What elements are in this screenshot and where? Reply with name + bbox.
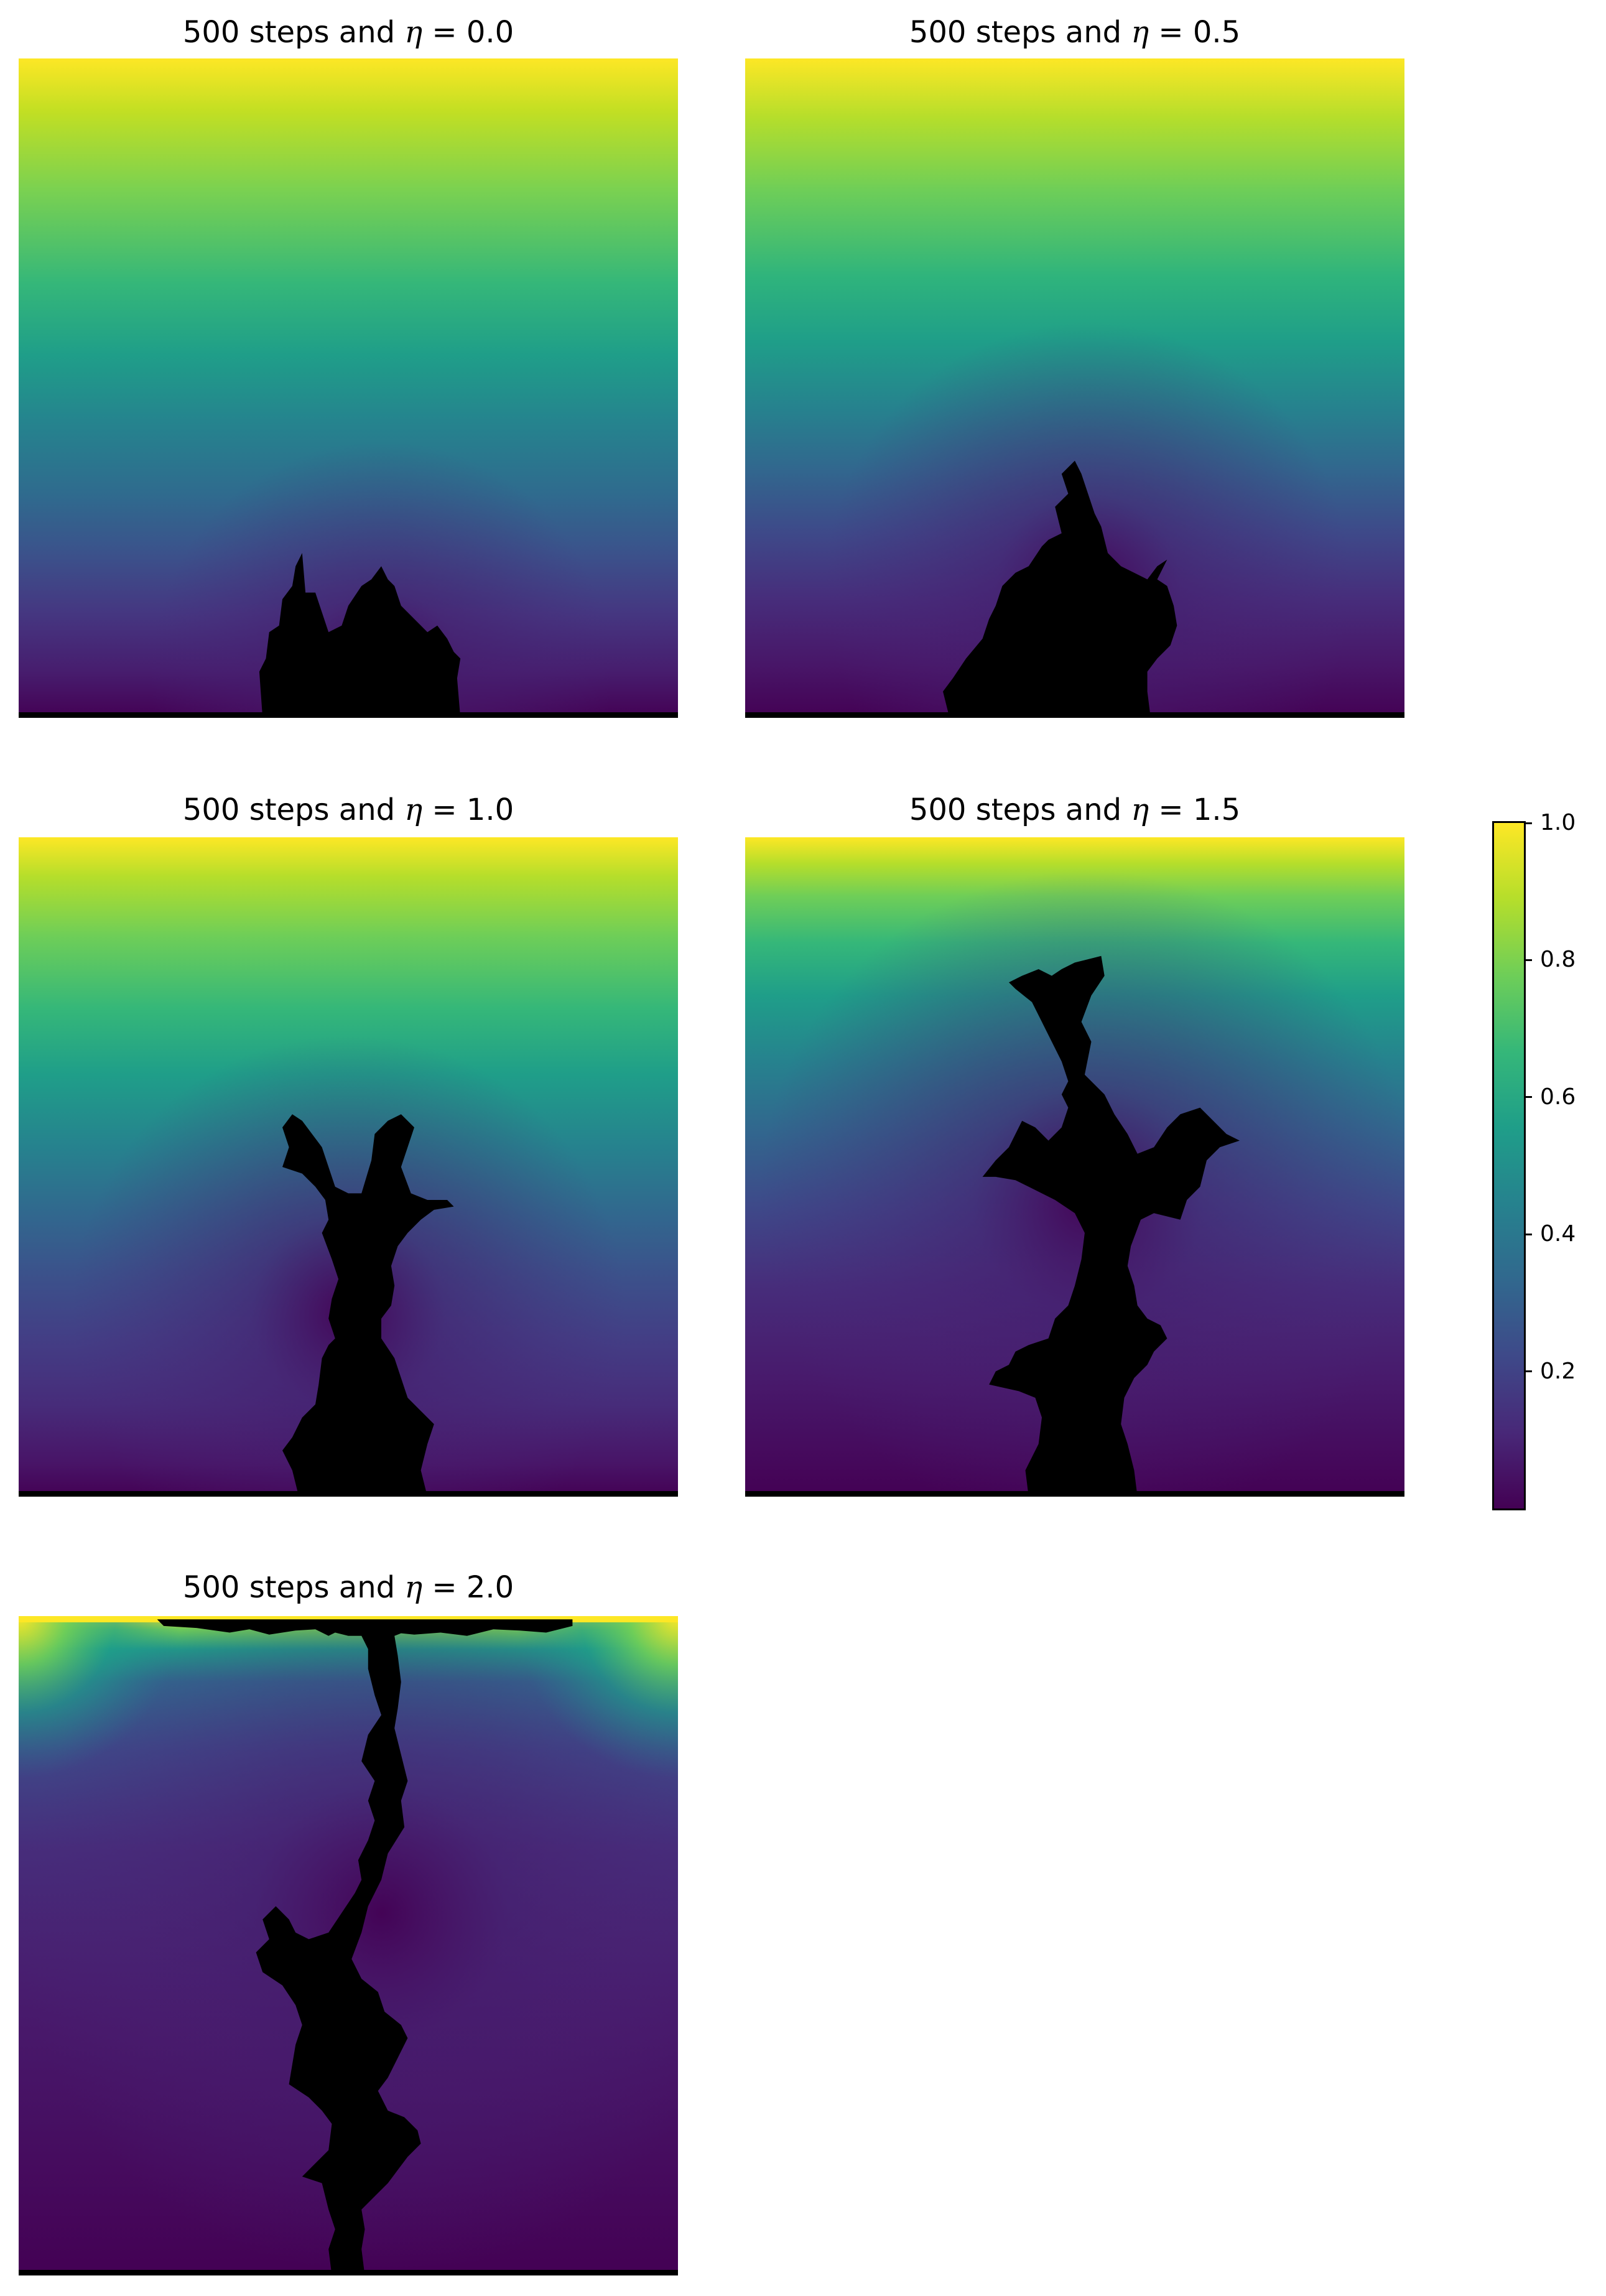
panel-title-eta-1.5: 500 steps and η = 1.5: [909, 792, 1241, 827]
aggregate-cluster: [982, 955, 1240, 1497]
bottom-boundary: [745, 1491, 1404, 1497]
colorbar-tick-label: 0.2: [1540, 1358, 1576, 1384]
heatmap-panel-eta-1.0: [19, 837, 678, 1497]
bottom-boundary: [19, 2270, 678, 2275]
panel-title-eta-1.0: 500 steps and η = 1.0: [182, 792, 514, 827]
colorbar-tick: [1526, 1096, 1532, 1099]
heatmap-svg: [19, 837, 678, 1497]
colorbar-tick: [1526, 959, 1532, 961]
bottom-boundary: [19, 712, 678, 718]
heatmap-svg: [745, 58, 1404, 718]
aggregate-cluster: [259, 553, 461, 718]
panel-title-eta-0.5: 500 steps and η = 0.5: [909, 15, 1241, 50]
heatmap-svg: [19, 1616, 678, 2275]
heatmap-panel-eta-1.5: [745, 837, 1404, 1497]
heatmap-panel-eta-0.5: [745, 58, 1404, 718]
heatmap-panel-eta-0.0: [19, 58, 678, 718]
colorbar-tick: [1526, 1233, 1532, 1235]
bottom-boundary: [19, 1491, 678, 1497]
colorbar: [1492, 821, 1526, 1510]
colorbar-gradient: [1494, 823, 1524, 1508]
heatmap-svg: [745, 837, 1404, 1497]
top-boundary: [19, 1616, 678, 1622]
colorbar-tick-label: 0.6: [1540, 1084, 1576, 1110]
colorbar-tick-label: 0.8: [1540, 947, 1576, 973]
aggregate-cluster: [943, 460, 1177, 718]
colorbar-tick-label: 0.4: [1540, 1221, 1576, 1247]
colorbar-tick: [1526, 1370, 1532, 1373]
heatmap-panel-eta-2.0: [19, 1616, 678, 2275]
colorbar-tick-label: 1.0: [1540, 810, 1576, 835]
aggregate-cluster: [282, 1114, 454, 1497]
panel-title-eta-2.0: 500 steps and η = 2.0: [182, 1570, 514, 1605]
panel-title-eta-0.0: 500 steps and η = 0.0: [182, 15, 514, 50]
aggregate-cluster: [157, 1619, 573, 2275]
colorbar-tick: [1526, 822, 1532, 824]
bottom-boundary: [745, 712, 1404, 718]
heatmap-svg: [19, 58, 678, 718]
